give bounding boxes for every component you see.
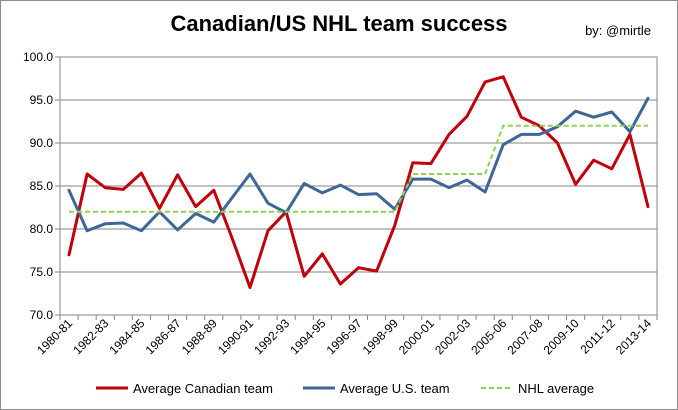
x-tick-label: 1996-97: [324, 316, 365, 357]
x-tick-label: 1992-93: [251, 316, 292, 357]
x-tick-label: 1994-95: [287, 316, 328, 357]
legend-label-2: Average U.S. team: [340, 381, 450, 396]
series-line-1: [67, 75, 650, 289]
x-tick-label: 1984-85: [106, 316, 147, 357]
chart-credit: by: @mirtle: [585, 23, 651, 38]
y-tick-label: 70.0: [30, 308, 54, 322]
y-tick-label: 90.0: [30, 136, 54, 150]
y-tick-label: 100.0: [23, 50, 53, 64]
x-tick-label: 2013-14: [613, 316, 654, 357]
series-line-2: [67, 96, 650, 233]
axis-layer: 70.0 75.0 80.0 85.0 90.0 95.0 100.0 1980-811982…: [23, 50, 658, 357]
x-tick-label: 2009-10: [541, 316, 582, 357]
x-tick-label: 2007-08: [504, 316, 545, 357]
x-tick-label: 1986-87: [143, 316, 184, 357]
legend-label-3: NHL average: [518, 381, 594, 396]
x-tick-label: 2000-01: [396, 316, 437, 357]
chart-title: Canadian/US NHL team success: [170, 11, 508, 36]
y-tick-label: 85.0: [30, 179, 54, 193]
x-tick-label: 2002-03: [432, 316, 473, 357]
series-layer: [67, 75, 650, 289]
y-tick-label: 75.0: [30, 265, 54, 279]
x-tick-label: 1988-89: [179, 316, 220, 357]
x-tick-label: 2011-12: [577, 316, 618, 357]
y-tick-label: 80.0: [30, 222, 54, 236]
legend-label-1: Average Canadian team: [133, 381, 273, 396]
legend-layer: Average Canadian team Average U.S. team NH…: [96, 381, 594, 396]
x-tick-label: 2005-06: [468, 316, 509, 357]
y-tick-label: 95.0: [30, 93, 54, 107]
x-tick-label: 1982-83: [70, 316, 111, 357]
x-tick-label: 1998-99: [360, 316, 401, 357]
x-tick-label: 1990-91: [215, 316, 256, 357]
x-tick-label: 1980-81: [34, 316, 75, 357]
series-line-3: [69, 124, 648, 213]
